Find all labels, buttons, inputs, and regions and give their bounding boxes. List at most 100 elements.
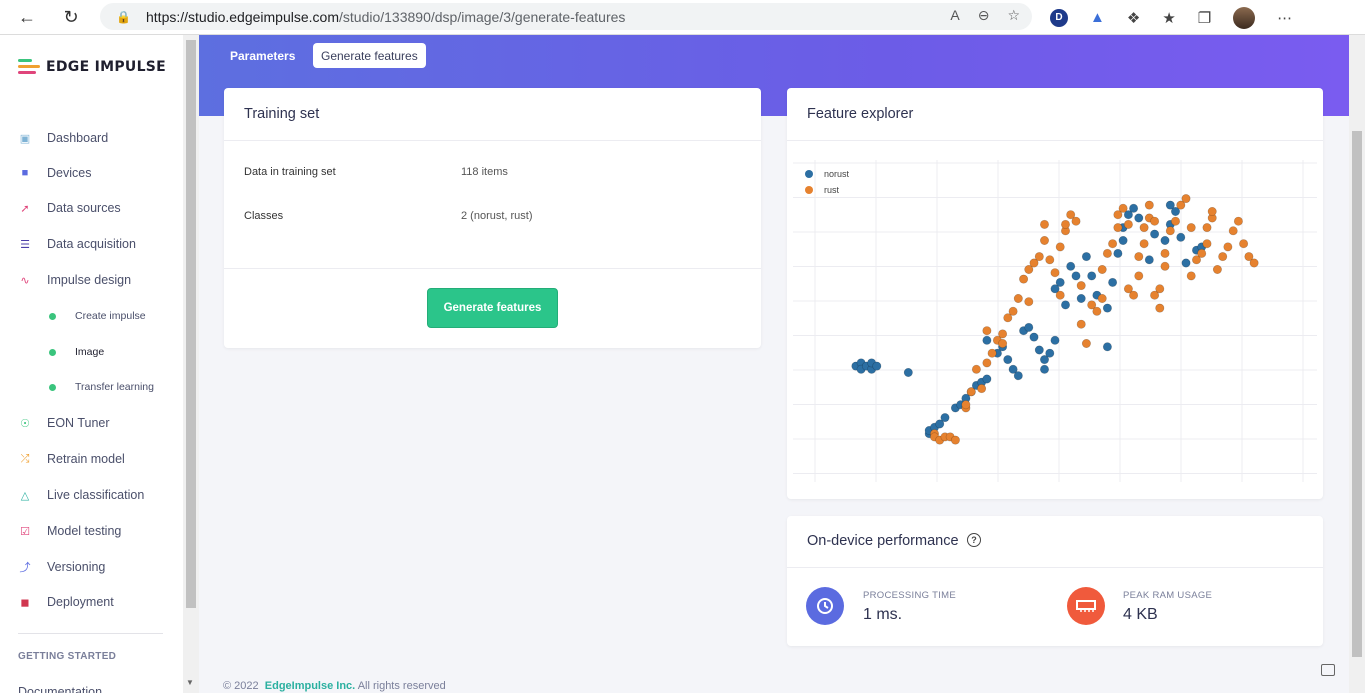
scatter-point-norust[interactable] [1102, 303, 1112, 313]
scatter-point-norust[interactable] [1040, 364, 1050, 374]
sidebar-item-data-sources[interactable]: ➚ Data sources [18, 198, 120, 218]
scatter-point-rust[interactable] [1170, 216, 1180, 226]
scatter-point-rust[interactable] [1113, 210, 1123, 220]
main-scroll-thumb[interactable] [1352, 131, 1362, 657]
scatter-point-rust[interactable] [1024, 265, 1034, 275]
scatter-point-rust[interactable] [1197, 248, 1207, 258]
scatter-point-rust[interactable] [1244, 252, 1254, 262]
scatter-point-rust[interactable] [1176, 200, 1186, 210]
scatter-point-rust[interactable] [1223, 242, 1233, 252]
scatter-point-norust[interactable] [1050, 284, 1060, 294]
scatter-point-norust[interactable] [1170, 206, 1180, 216]
scatter-point-rust[interactable] [971, 364, 981, 374]
scatter-point-rust[interactable] [1045, 255, 1055, 265]
scatter-point-rust[interactable] [1144, 200, 1154, 210]
scatter-point-rust[interactable] [1102, 248, 1112, 258]
sidebar-scroll-thumb[interactable] [186, 40, 196, 608]
scatter-point-rust[interactable] [1165, 226, 1175, 236]
tab-parameters[interactable]: Parameters [230, 48, 296, 63]
scatter-point-rust[interactable] [1108, 239, 1118, 249]
scatter-point-rust[interactable] [1202, 223, 1212, 233]
scatter-point-rust[interactable] [1113, 223, 1123, 233]
scatter-point-rust[interactable] [1050, 268, 1060, 278]
scatter-point-norust[interactable] [1129, 203, 1139, 213]
scatter-point-rust[interactable] [998, 339, 1008, 349]
generate-features-button[interactable]: Generate features [427, 288, 558, 328]
collections-icon[interactable]: ❐ [1197, 9, 1212, 27]
sidebar-item-data-acquisition[interactable]: ☰ Data acquisition [18, 234, 136, 254]
scatter-point-rust[interactable] [1134, 271, 1144, 281]
sidebar-item-impulse-design[interactable]: ∿ Impulse design [18, 270, 131, 290]
scatter-point-rust[interactable] [1249, 258, 1259, 268]
scatter-point-norust[interactable] [1165, 200, 1175, 210]
company-link[interactable]: EdgeImpulse Inc. [264, 680, 356, 692]
scatter-point-rust[interactable] [1071, 216, 1081, 226]
sidebar-item-dashboard[interactable]: ▣ Dashboard [18, 128, 108, 148]
scatter-point-rust[interactable] [1181, 194, 1191, 204]
sidebar-item-model-testing[interactable]: ☑ Model testing [18, 521, 121, 541]
scatter-point-norust[interactable] [1118, 236, 1128, 246]
profile-avatar[interactable] [1233, 6, 1256, 29]
sidebar-subitem-image[interactable]: Image [49, 344, 104, 360]
scatter-point-norust[interactable] [1144, 255, 1154, 265]
scatter-point-rust[interactable] [1092, 306, 1102, 316]
scatter-point-norust[interactable] [1076, 294, 1086, 304]
scatter-point-norust[interactable] [1181, 258, 1191, 268]
sidebar-item-documentation[interactable]: Documentation [18, 685, 102, 693]
scatter-point-rust[interactable] [1129, 290, 1139, 300]
scatter-point-norust[interactable] [1160, 236, 1170, 246]
scatter-point-rust[interactable] [1191, 255, 1201, 265]
scatter-point-norust[interactable] [1045, 348, 1055, 358]
scatter-point-rust[interactable] [1123, 219, 1133, 229]
brand-logo[interactable]: EDGE IMPULSE [18, 59, 166, 75]
more-menu-icon[interactable]: ⋯ [1277, 9, 1293, 27]
zoom-out-icon[interactable]: ⊖ [977, 7, 990, 23]
scatter-point-rust[interactable] [1134, 252, 1144, 262]
scatter-point-rust[interactable] [1155, 303, 1165, 313]
scroll-down-icon[interactable]: ▼ [186, 678, 194, 687]
scatter-point-rust[interactable] [1155, 284, 1165, 294]
sidebar-item-eon-tuner[interactable]: ☉ EON Tuner [18, 413, 109, 433]
scatter-point-rust[interactable] [1150, 216, 1160, 226]
scatter-point-rust[interactable] [1139, 223, 1149, 233]
feature-scatter-plot[interactable] [793, 160, 1317, 482]
scatter-point-rust[interactable] [998, 329, 1008, 339]
sidebar-item-deployment[interactable]: ◼ Deployment [18, 592, 113, 612]
back-icon[interactable]: ← [18, 6, 36, 27]
scatter-point-norust[interactable] [1024, 322, 1034, 332]
scatter-point-rust[interactable] [1034, 252, 1044, 262]
scatter-point-rust[interactable] [1040, 236, 1050, 246]
scatter-point-norust[interactable] [1050, 335, 1060, 345]
scatter-point-norust[interactable] [1013, 371, 1023, 381]
sidebar-item-versioning[interactable]: ⤴ Versioning [18, 557, 106, 577]
scatter-point-norust[interactable] [940, 413, 950, 423]
scatter-point-rust[interactable] [1055, 242, 1065, 252]
address-bar[interactable]: 🔒 https://studio.edgeimpulse.com/studio/… [100, 3, 1032, 30]
scatter-point-rust[interactable] [1076, 281, 1086, 291]
scatter-point-rust[interactable] [1228, 226, 1238, 236]
scatter-point-rust[interactable] [1123, 284, 1133, 294]
legend-item-norust[interactable]: norust [805, 166, 849, 182]
scatter-point-rust[interactable] [982, 358, 992, 368]
scatter-point-norust[interactable] [1134, 213, 1144, 223]
scatter-point-rust[interactable] [1239, 239, 1249, 249]
scatter-point-rust[interactable] [1218, 252, 1228, 262]
sidebar-item-devices[interactable]: ■ Devices [18, 163, 92, 183]
scatter-point-norust[interactable] [1066, 261, 1076, 271]
scatter-point-rust[interactable] [1013, 294, 1023, 304]
scatter-point-rust[interactable] [1207, 206, 1217, 216]
scatter-point-norust[interactable] [1081, 252, 1091, 262]
scatter-point-rust[interactable] [1029, 258, 1039, 268]
scatter-point-norust[interactable] [1060, 300, 1070, 310]
scatter-point-rust[interactable] [1186, 271, 1196, 281]
scatter-point-rust[interactable] [1186, 223, 1196, 233]
puzzle-icon[interactable]: ❖ [1126, 9, 1141, 27]
scatter-point-rust[interactable] [1066, 210, 1076, 220]
scatter-point-norust[interactable] [1040, 355, 1050, 365]
scatter-point-norust[interactable] [1108, 277, 1118, 287]
sidebar-subitem-create-impulse[interactable]: Create impulse [49, 308, 146, 324]
scatter-point-norust[interactable] [1123, 210, 1133, 220]
scatter-point-rust[interactable] [987, 348, 997, 358]
scatter-point-norust[interactable] [1008, 364, 1018, 374]
scatter-point-rust[interactable] [1040, 219, 1050, 229]
